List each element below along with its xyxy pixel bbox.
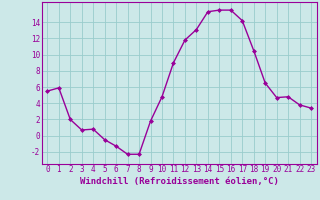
X-axis label: Windchill (Refroidissement éolien,°C): Windchill (Refroidissement éolien,°C) (80, 177, 279, 186)
